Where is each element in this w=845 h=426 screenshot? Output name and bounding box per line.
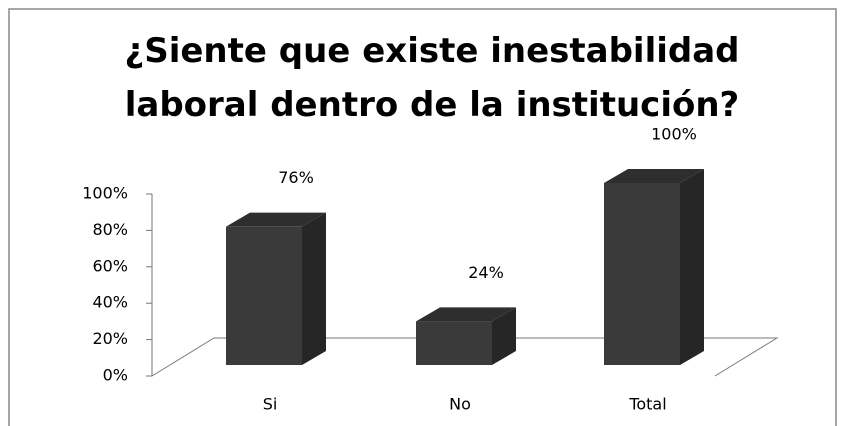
x-tick-label: Total [628,395,666,414]
bar-side [492,307,516,365]
chart-title: laboral dentro de la institución? [125,85,740,125]
bar-side [680,169,704,365]
y-tick-label: 40% [92,293,128,312]
value-label: 24% [468,263,504,282]
x-tick-label: Si [263,395,278,414]
y-tick-label: 20% [92,329,128,348]
bar [416,321,492,365]
y-tick-label: 100% [82,184,128,203]
y-tick-label: 0% [103,366,128,385]
bar-top [226,212,326,227]
y-tick-label: 80% [92,220,128,239]
bar-side [302,212,326,365]
chart-border [8,8,837,426]
chart-title: ¿Siente que existe inestabilidad [124,31,739,71]
value-label: 76% [278,168,314,187]
bar-top [604,169,704,183]
bar [226,226,302,365]
bar-top [416,307,516,322]
bar [604,183,680,365]
value-label: 100% [651,125,697,144]
y-tick-label: 60% [92,256,128,275]
x-tick-label: No [449,395,471,414]
